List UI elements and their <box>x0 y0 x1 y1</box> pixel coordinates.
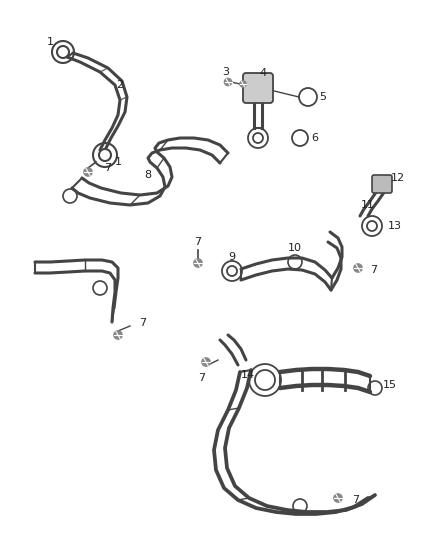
Text: 7: 7 <box>194 237 201 247</box>
Circle shape <box>114 331 122 339</box>
Text: 6: 6 <box>311 133 318 143</box>
Text: 7: 7 <box>353 495 360 505</box>
Text: 13: 13 <box>388 221 402 231</box>
Text: 4: 4 <box>259 68 267 78</box>
FancyBboxPatch shape <box>243 73 273 103</box>
Text: 12: 12 <box>391 173 405 183</box>
Text: 7: 7 <box>198 373 205 383</box>
Circle shape <box>202 358 210 366</box>
FancyBboxPatch shape <box>372 175 392 193</box>
Circle shape <box>240 81 246 87</box>
Circle shape <box>194 259 202 267</box>
Circle shape <box>354 264 362 272</box>
Text: 7: 7 <box>104 163 112 173</box>
Text: 5: 5 <box>319 92 326 102</box>
Circle shape <box>225 78 232 85</box>
Text: 15: 15 <box>383 380 397 390</box>
Text: 1: 1 <box>114 157 121 167</box>
Text: 8: 8 <box>145 170 152 180</box>
Text: 14: 14 <box>241 370 255 380</box>
Text: 2: 2 <box>117 80 124 90</box>
Text: 7: 7 <box>371 265 378 275</box>
Text: 7: 7 <box>139 318 147 328</box>
Circle shape <box>334 494 342 502</box>
Circle shape <box>84 168 92 176</box>
Text: 9: 9 <box>229 252 236 262</box>
Text: 1: 1 <box>46 37 53 47</box>
Text: 10: 10 <box>288 243 302 253</box>
Text: 3: 3 <box>223 67 230 77</box>
Text: 11: 11 <box>361 200 375 210</box>
